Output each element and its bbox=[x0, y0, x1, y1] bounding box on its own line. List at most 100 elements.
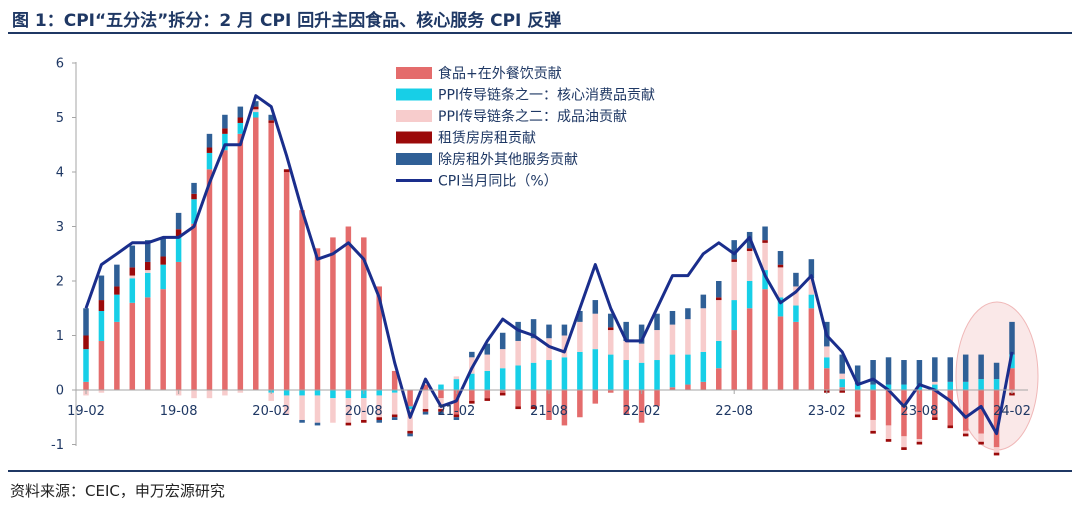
y-tick-label: 1 bbox=[56, 329, 64, 344]
legend-label: 食品+在外餐饮贡献 bbox=[438, 65, 562, 82]
bar-s5-22-06 bbox=[700, 294, 707, 309]
bar-s1-21-05 bbox=[499, 390, 506, 393]
bar-s5-21-07 bbox=[530, 319, 537, 339]
bar-s4-23-09 bbox=[932, 417, 938, 420]
bar-s3-19-06 bbox=[144, 270, 151, 273]
bar-s3-23-09 bbox=[932, 381, 938, 385]
bar-s1-23-09 bbox=[932, 390, 938, 418]
bar-s4-22-08 bbox=[731, 259, 737, 262]
legend-swatch bbox=[396, 153, 432, 165]
bar-s2-19-05 bbox=[129, 278, 136, 303]
bar-s5-19-04 bbox=[114, 264, 120, 287]
bar-s4-23-10 bbox=[947, 425, 954, 429]
legend-label: PPI传导链条之一：核心消费品贡献 bbox=[438, 87, 655, 104]
bar-s2-23-12 bbox=[978, 379, 984, 390]
bar-s2-23-03 bbox=[839, 379, 845, 388]
bar-s1-22-06 bbox=[700, 381, 707, 390]
bar-s1-19-03 bbox=[98, 340, 105, 390]
bar-s1-23-05 bbox=[870, 390, 876, 420]
bar-s2-21-03 bbox=[469, 373, 475, 390]
y-tick-label: -1 bbox=[51, 438, 64, 453]
y-tick-label: 0 bbox=[56, 384, 64, 399]
bar-s3-19-09 bbox=[191, 390, 197, 399]
bar-s3-19-12 bbox=[237, 390, 244, 393]
bar-s5-21-09 bbox=[561, 324, 568, 336]
bar-s4-21-02 bbox=[453, 414, 460, 418]
bar-s5-20-05 bbox=[314, 422, 321, 426]
bar-s5-21-11 bbox=[592, 300, 599, 314]
bar-s2-24-02 bbox=[1009, 354, 1015, 369]
bar-s4-19-08 bbox=[175, 229, 182, 238]
bar-s1-20-10 bbox=[391, 370, 398, 390]
bar-s3-22-10 bbox=[762, 242, 768, 271]
bar-s3-20-04 bbox=[299, 395, 305, 420]
bar-s4-20-12 bbox=[422, 409, 429, 412]
bar-s5-21-12 bbox=[607, 313, 614, 328]
x-tick-label: 24-02 bbox=[993, 404, 1031, 419]
bar-s5-19-07 bbox=[160, 237, 166, 257]
bar-s2-23-07 bbox=[901, 384, 907, 390]
bar-s3-20-05 bbox=[314, 395, 321, 423]
bar-s1-19-11 bbox=[222, 150, 228, 390]
bar-s5-22-07 bbox=[716, 281, 722, 298]
bar-s2-20-11 bbox=[407, 406, 413, 410]
bar-s2-20-07 bbox=[345, 390, 352, 399]
bar-s3-21-07 bbox=[530, 338, 537, 363]
bar-s1-21-03 bbox=[469, 390, 475, 401]
figure-title: 图 1：CPI“五分法”拆分：2 月 CPI 回升主因食品、核心服务 CPI 反… bbox=[12, 11, 562, 31]
bar-s3-23-01 bbox=[808, 278, 815, 295]
bar-s3-22-02 bbox=[638, 343, 645, 363]
bar-s2-22-11 bbox=[777, 297, 784, 317]
bar-s3-21-02 bbox=[453, 376, 460, 380]
bar-s5-19-11 bbox=[222, 114, 228, 129]
bar-s1-22-12 bbox=[793, 321, 799, 391]
bar-s3-19-11 bbox=[222, 390, 228, 396]
bar-s5-20-12 bbox=[422, 411, 429, 415]
bar-s1-23-01 bbox=[808, 308, 815, 390]
bar-s2-21-06 bbox=[515, 365, 521, 391]
bar-s3-22-06 bbox=[700, 308, 707, 352]
bar-s1-22-05 bbox=[685, 384, 691, 390]
x-tick-label: 23-08 bbox=[901, 404, 939, 419]
bar-s5-19-09 bbox=[191, 182, 197, 194]
bar-s2-19-11 bbox=[222, 133, 228, 151]
bar-s3-23-08 bbox=[916, 439, 923, 442]
x-tick-label: 19-02 bbox=[67, 404, 105, 419]
bar-s5-23-11 bbox=[962, 354, 969, 382]
bar-s2-21-05 bbox=[499, 368, 506, 390]
bar-s2-22-05 bbox=[685, 354, 691, 385]
bar-s2-23-02 bbox=[824, 357, 830, 369]
bar-s3-21-09 bbox=[561, 335, 568, 358]
bar-s1-22-07 bbox=[716, 368, 722, 390]
bar-s4-20-03 bbox=[283, 169, 290, 173]
bar-s5-21-01 bbox=[438, 411, 444, 415]
legend-label: 租赁房房租贡献 bbox=[438, 131, 536, 147]
bar-s2-20-03 bbox=[283, 390, 290, 396]
legend-swatch bbox=[396, 67, 432, 79]
bar-s3-22-01 bbox=[623, 340, 629, 361]
bar-s3-22-08 bbox=[731, 261, 737, 301]
bar-s5-20-09 bbox=[376, 419, 382, 423]
bar-s1-20-11 bbox=[407, 390, 413, 407]
bar-s2-22-02 bbox=[638, 362, 645, 390]
bar-s4-19-04 bbox=[114, 286, 120, 295]
bar-s3-21-11 bbox=[592, 313, 599, 350]
bar-s5-20-01 bbox=[253, 101, 259, 107]
bar-s5-21-05 bbox=[499, 332, 506, 350]
bar-s1-20-05 bbox=[314, 248, 321, 390]
bar-s2-24-01 bbox=[993, 379, 1000, 390]
bar-s4-22-11 bbox=[777, 264, 784, 268]
y-tick-label: 4 bbox=[56, 166, 64, 181]
bar-s3-22-03 bbox=[654, 330, 660, 361]
bar-s5-23-03 bbox=[839, 354, 845, 374]
bar-s3-21-06 bbox=[515, 340, 521, 366]
bar-s5-19-08 bbox=[175, 212, 182, 230]
bar-s5-22-04 bbox=[669, 310, 676, 325]
bar-s5-23-04 bbox=[854, 365, 861, 385]
bar-s5-19-02 bbox=[83, 308, 89, 336]
bar-s2-23-11 bbox=[962, 381, 969, 390]
bar-s5-21-10 bbox=[577, 310, 583, 322]
bar-s4-24-01 bbox=[993, 452, 1000, 456]
bar-s4-20-02 bbox=[268, 120, 274, 123]
